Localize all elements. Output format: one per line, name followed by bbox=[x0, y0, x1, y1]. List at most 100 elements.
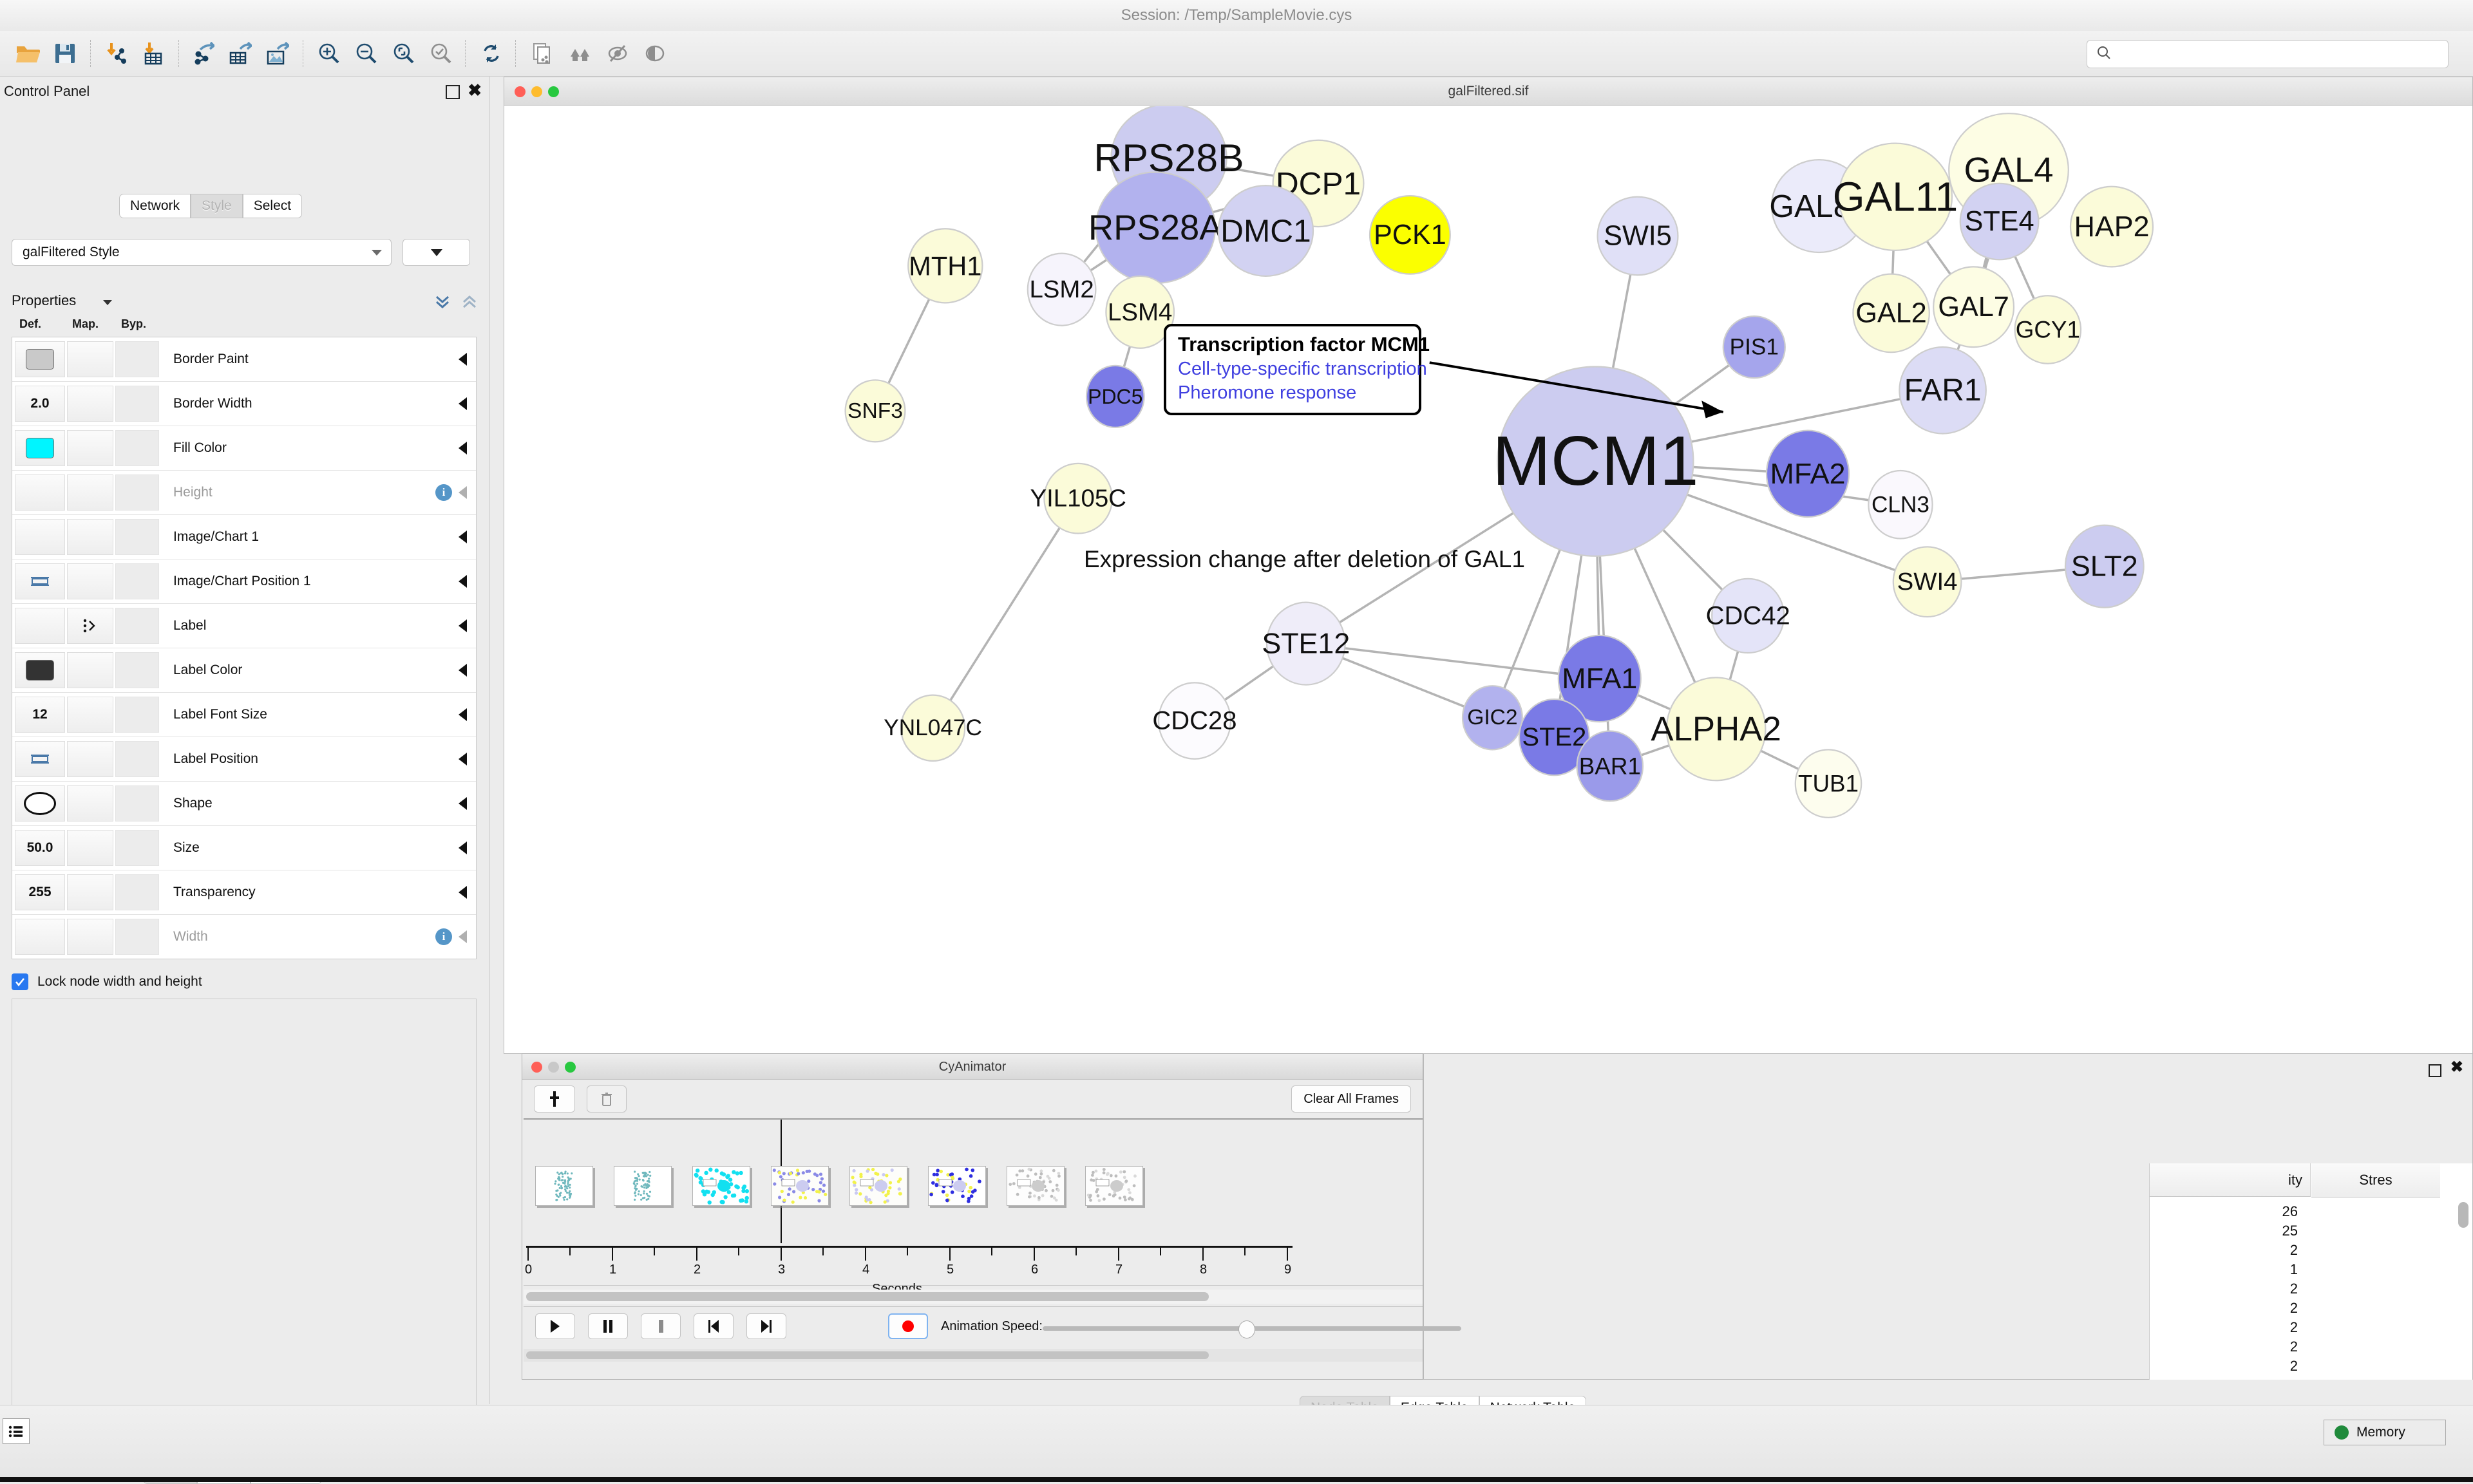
property-bypass-cell[interactable] bbox=[115, 919, 159, 955]
timeline-frame[interactable] bbox=[535, 1166, 593, 1206]
network-node[interactable]: CDC42 bbox=[1706, 578, 1790, 654]
network-node[interactable]: GIC2 bbox=[1461, 685, 1523, 751]
node-shape[interactable] bbox=[1899, 346, 1987, 435]
show-all-icon[interactable] bbox=[639, 37, 671, 70]
property-row[interactable]: Label Position bbox=[12, 737, 476, 782]
annotation-free-text[interactable]: Expression change after deletion of GAL1 bbox=[1084, 546, 1525, 572]
network-node[interactable]: SWI4 bbox=[1892, 546, 1962, 618]
property-bypass-cell[interactable] bbox=[115, 430, 159, 466]
network-node[interactable]: STE12 bbox=[1262, 601, 1350, 686]
network-node[interactable]: RPS28A bbox=[1088, 171, 1223, 285]
property-default-cell[interactable]: 12 bbox=[15, 697, 65, 733]
property-row[interactable]: 50.0 Size bbox=[12, 826, 476, 870]
expand-all-icon[interactable] bbox=[433, 292, 452, 314]
property-row[interactable]: 255 Transparency bbox=[12, 870, 476, 915]
tab-network[interactable]: Network bbox=[119, 194, 191, 218]
node-shape[interactable] bbox=[1027, 252, 1097, 326]
network-node[interactable]: TUB1 bbox=[1794, 749, 1862, 818]
network-node[interactable]: FAR1 bbox=[1899, 346, 1987, 435]
record-button[interactable] bbox=[888, 1313, 928, 1339]
scrollbar-thumb[interactable] bbox=[2458, 1202, 2468, 1228]
node-shape[interactable] bbox=[1892, 546, 1962, 618]
property-default-cell[interactable] bbox=[15, 474, 65, 511]
network-node[interactable]: STE4 bbox=[1959, 182, 2040, 261]
node-shape[interactable] bbox=[844, 379, 906, 443]
close-icon[interactable]: ✖ bbox=[468, 80, 482, 100]
table-cell[interactable]: 1 bbox=[2289, 1261, 2298, 1277]
search-input[interactable] bbox=[2117, 46, 2448, 62]
property-bypass-cell[interactable] bbox=[115, 697, 159, 733]
timeline-frame[interactable] bbox=[928, 1166, 986, 1206]
property-row[interactable]: Fill Color bbox=[12, 426, 476, 471]
timeline-frame[interactable] bbox=[692, 1166, 750, 1206]
node-shape[interactable] bbox=[1557, 634, 1642, 723]
network-node[interactable]: SLT2 bbox=[2064, 524, 2145, 608]
close-window-dot[interactable] bbox=[515, 86, 526, 97]
network-node[interactable]: GAL2 bbox=[1852, 273, 1930, 353]
node-shape[interactable] bbox=[1085, 364, 1145, 428]
property-default-cell[interactable]: 2.0 bbox=[15, 386, 65, 422]
list-icon[interactable] bbox=[3, 1418, 30, 1444]
clear-all-frames-button[interactable]: Clear All Frames bbox=[1291, 1085, 1411, 1113]
table-cell[interactable]: 2 bbox=[2289, 1281, 2298, 1297]
table-cell[interactable]: 2 bbox=[2289, 1358, 2298, 1374]
expand-property-arrow[interactable] bbox=[459, 531, 467, 543]
expand-property-arrow[interactable] bbox=[459, 664, 467, 677]
property-row[interactable]: Label Color bbox=[12, 648, 476, 693]
node-shape[interactable] bbox=[2014, 295, 2082, 364]
node-shape[interactable] bbox=[2069, 185, 2154, 268]
network-node[interactable]: STE2 bbox=[1518, 698, 1590, 776]
node-shape[interactable] bbox=[1497, 366, 1694, 557]
zoom-out-icon[interactable] bbox=[350, 37, 383, 70]
open-folder-icon[interactable] bbox=[12, 37, 44, 70]
property-bypass-cell[interactable] bbox=[115, 386, 159, 422]
minimize-window-dot[interactable] bbox=[548, 1062, 559, 1073]
property-default-cell[interactable] bbox=[15, 741, 65, 777]
zoom-fit-selected-icon[interactable] bbox=[388, 37, 420, 70]
expand-property-arrow[interactable] bbox=[459, 619, 467, 632]
tab-style[interactable]: Style bbox=[191, 194, 243, 218]
network-node[interactable]: SNF3 bbox=[844, 379, 906, 443]
network-node[interactable]: PIS1 bbox=[1722, 315, 1786, 379]
node-shape[interactable] bbox=[1265, 601, 1346, 686]
property-bypass-cell[interactable] bbox=[115, 652, 159, 688]
network-node[interactable]: GAL7 bbox=[1933, 266, 2015, 348]
stop-button[interactable] bbox=[641, 1313, 681, 1339]
network-node[interactable]: YIL105C bbox=[1030, 462, 1126, 534]
restore-icon[interactable] bbox=[2429, 1064, 2441, 1077]
search-box[interactable] bbox=[2087, 40, 2449, 68]
table-cell[interactable]: 25 bbox=[2282, 1223, 2298, 1239]
zoom-in-icon[interactable] bbox=[313, 37, 345, 70]
property-bypass-cell[interactable] bbox=[115, 341, 159, 377]
property-row[interactable]: Shape bbox=[12, 782, 476, 826]
property-bypass-cell[interactable] bbox=[115, 563, 159, 599]
expand-property-arrow[interactable] bbox=[459, 397, 467, 410]
chevron-down-icon[interactable] bbox=[103, 300, 112, 305]
property-bypass-cell[interactable] bbox=[115, 830, 159, 866]
network-node[interactable]: ALPHA2 bbox=[1651, 677, 1781, 782]
timeline-frame[interactable] bbox=[1007, 1166, 1065, 1206]
import-network-icon[interactable] bbox=[100, 37, 132, 70]
property-default-cell[interactable] bbox=[15, 341, 65, 377]
timeline-frame[interactable] bbox=[614, 1166, 672, 1206]
node-shape[interactable] bbox=[1722, 315, 1786, 379]
property-default-cell[interactable] bbox=[15, 652, 65, 688]
network-node[interactable]: CDC28 bbox=[1152, 682, 1237, 760]
node-shape[interactable] bbox=[1837, 142, 1953, 251]
network-node[interactable]: MFA2 bbox=[1765, 429, 1850, 518]
property-default-cell[interactable] bbox=[15, 563, 65, 599]
node-shape[interactable] bbox=[1369, 194, 1451, 275]
node-shape[interactable] bbox=[1518, 698, 1590, 776]
table-vertical-scrollbar[interactable] bbox=[2458, 1199, 2468, 1377]
timeline-frame[interactable] bbox=[849, 1166, 907, 1206]
property-bypass-cell[interactable] bbox=[115, 741, 159, 777]
save-icon[interactable] bbox=[49, 37, 81, 70]
property-default-cell[interactable] bbox=[15, 919, 65, 955]
table-column-header-betweenness[interactable]: ity bbox=[2150, 1163, 2311, 1197]
timeline-frame[interactable] bbox=[771, 1166, 829, 1206]
add-frame-button[interactable] bbox=[534, 1085, 575, 1113]
node-shape[interactable] bbox=[2064, 524, 2145, 608]
table-cell[interactable]: 2 bbox=[2289, 1242, 2298, 1258]
node-shape[interactable] bbox=[1665, 677, 1767, 782]
